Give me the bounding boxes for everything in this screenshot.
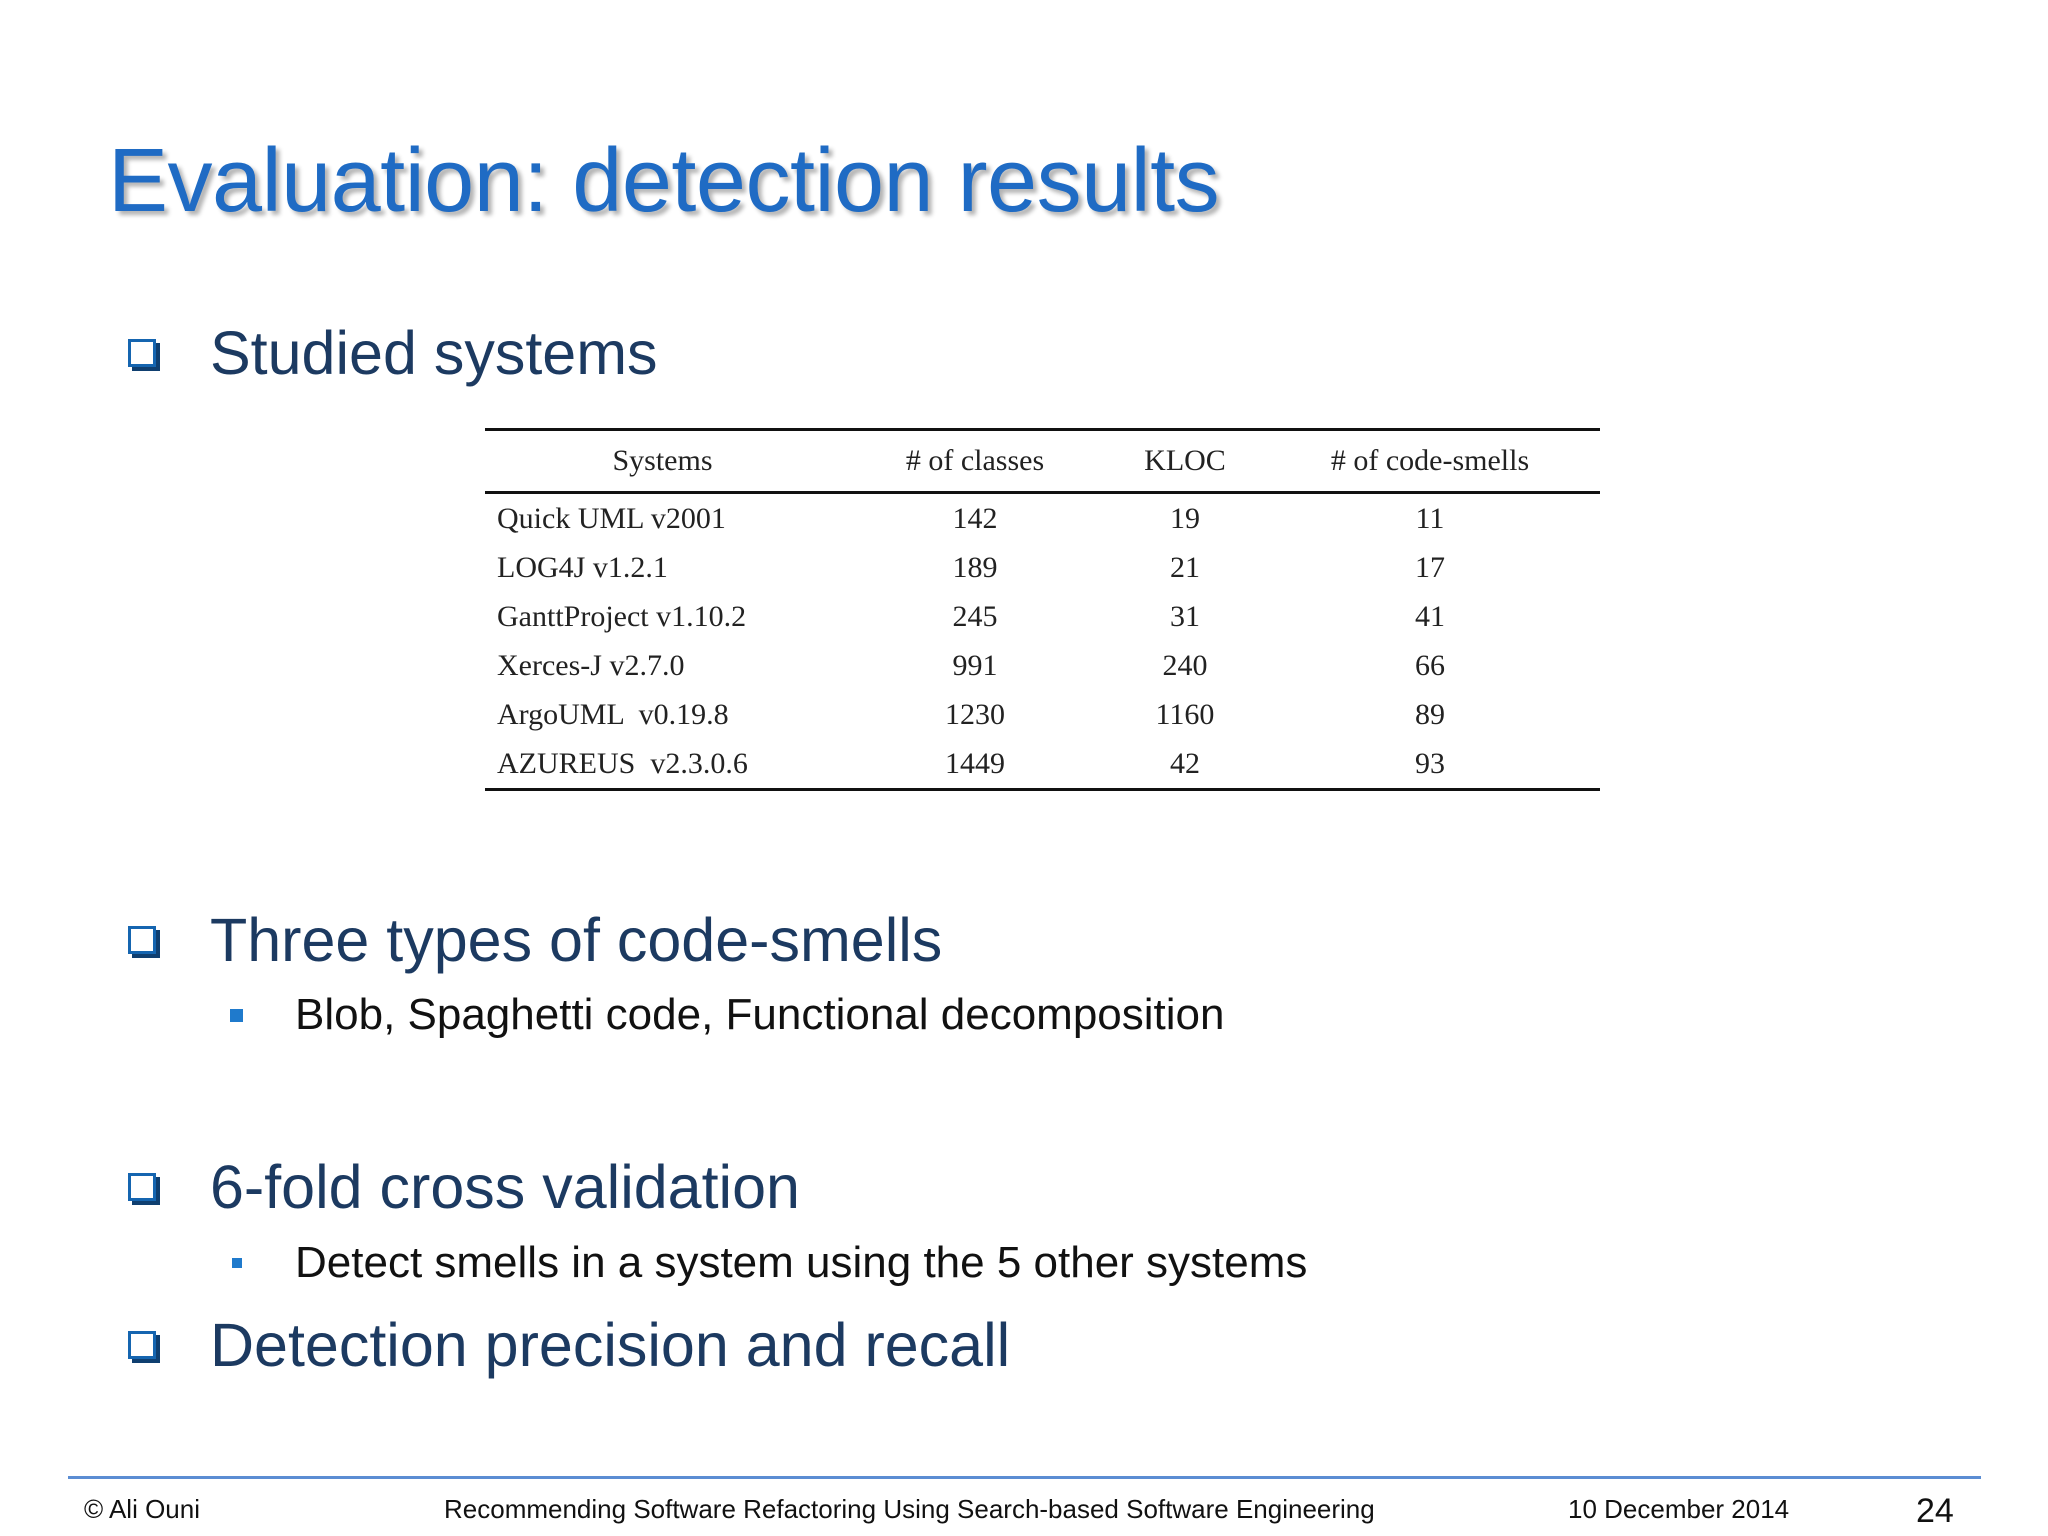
table-row: Xerces-J v2.7.0 991 240 66 [485,641,1600,690]
footer-date: 10 December 2014 [1568,1494,1790,1524]
table-cell: 240 [1162,648,1208,682]
footer-rule [68,1476,1981,1479]
table-header-cell: # of classes [840,429,1110,494]
sub-bullet-smell-list: Blob, Spaghetti code, Functional decompo… [230,990,1224,1040]
table-cell: 11 [1415,501,1445,535]
footer-talk-title: Recommending Software Refactoring Using … [444,1494,1375,1524]
systems-table: Systems # of classes KLOC # of code-smel… [485,428,1600,791]
table-cell: 66 [1415,648,1445,682]
bullet-code-smell-types: Three types of code-smells [128,905,942,975]
bullet-text: 6-fold cross validation [210,1153,800,1221]
bullet-precision-recall: Detection precision and recall [128,1310,1010,1380]
checkbox-bullet-icon [128,926,156,954]
table-cell: 17 [1415,550,1445,584]
bullet-text: Detection precision and recall [210,1311,1011,1379]
checkbox-bullet-icon [128,339,156,367]
table-cell: 42 [1170,746,1200,780]
table-cell: 31 [1170,599,1200,633]
bullet-studied-systems: Studied systems [128,318,658,388]
table-header-row: Systems # of classes KLOC # of code-smel… [485,429,1600,494]
table-cell: 19 [1170,501,1200,535]
table-cell: 1230 [945,697,1005,731]
table-cell: 189 [952,550,998,584]
table-cell: Quick UML v2001 [497,501,726,535]
table-cell: GanttProject v1.10.2 [497,599,747,633]
bullet-cross-validation: 6-fold cross validation [128,1152,800,1222]
table-cell: 1160 [1155,697,1215,731]
sub-bullet-text: Blob, Spaghetti code, Functional decompo… [295,990,1225,1039]
table-cell: 1449 [945,746,1005,780]
sub-bullet-cross-validation: Detect smells in a system using the 5 ot… [230,1238,1307,1288]
checkbox-bullet-icon [128,1331,156,1359]
table-row: GanttProject v1.10.2 245 31 41 [485,592,1600,641]
table-row: Quick UML v2001 142 19 11 [485,493,1600,544]
table-cell: 245 [952,599,998,633]
bullet-text: Three types of code-smells [210,906,943,974]
square-bullet-icon [232,1258,242,1268]
table-header-cell: Systems [485,429,840,494]
table-cell: 142 [952,501,998,535]
table-row: AZUREUS v2.3.0.6 1449 42 93 [485,739,1600,790]
table-row: LOG4J v1.2.1 189 21 17 [485,543,1600,592]
table-row: ArgoUML v0.19.8 1230 1160 89 [485,690,1600,739]
table-cell: ArgoUML v0.19.8 [497,697,729,731]
table-cell: LOG4J v1.2.1 [497,550,668,584]
table-cell: 89 [1415,697,1445,731]
table-cell: 21 [1170,550,1200,584]
bullet-text: Studied systems [210,319,658,387]
sub-bullet-text: Detect smells in a system using the 5 ot… [295,1238,1308,1287]
table-cell: AZUREUS v2.3.0.6 [497,746,748,780]
table-header-cell: # of code-smells [1260,429,1600,494]
table-cell: Xerces-J v2.7.0 [497,648,685,682]
table-cell: 41 [1415,599,1445,633]
table-cell: 991 [952,648,998,682]
page-number: 24 [1916,1492,1954,1530]
checkbox-bullet-icon [128,1173,156,1201]
slide-title: Evaluation: detection results [108,131,1220,231]
footer-author: © Ali Ouni [84,1494,200,1524]
square-bullet-icon [230,1008,243,1022]
table-header-cell: KLOC [1110,429,1260,494]
table-cell: 93 [1415,746,1445,780]
